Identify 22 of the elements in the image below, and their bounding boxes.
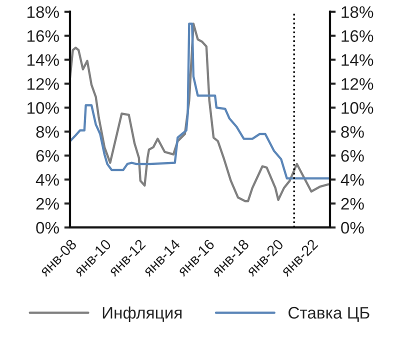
y-tick-label: 10% xyxy=(27,102,59,114)
y-tick-label: 16% xyxy=(27,30,59,42)
y2-tick-label: 10% xyxy=(342,102,374,114)
y2-tick-label: 16% xyxy=(342,30,374,42)
y-tick-label: 14% xyxy=(27,54,59,66)
y-tick-label: 18% xyxy=(27,6,59,18)
y-tick-label: 8% xyxy=(36,126,59,138)
y-tick-label: 4% xyxy=(36,174,59,186)
y-tick-label: 12% xyxy=(27,78,59,90)
y2-tick-label: 8% xyxy=(341,126,364,138)
legend-label: Ставка ЦБ xyxy=(288,306,370,322)
y2-tick-label: 2% xyxy=(341,198,364,210)
y2-tick-label: 0% xyxy=(341,222,364,234)
y2-tick-label: 6% xyxy=(341,150,364,162)
y-tick-label: 0% xyxy=(36,222,59,234)
y-tick-label: 6% xyxy=(36,150,59,162)
y2-tick-label: 18% xyxy=(342,6,374,18)
legend-label: Инфляция xyxy=(102,306,182,322)
y-tick-label: 2% xyxy=(36,198,59,210)
y2-tick-label: 14% xyxy=(342,54,374,66)
y2-tick-label: 12% xyxy=(342,78,374,90)
y2-tick-label: 4% xyxy=(340,174,364,186)
